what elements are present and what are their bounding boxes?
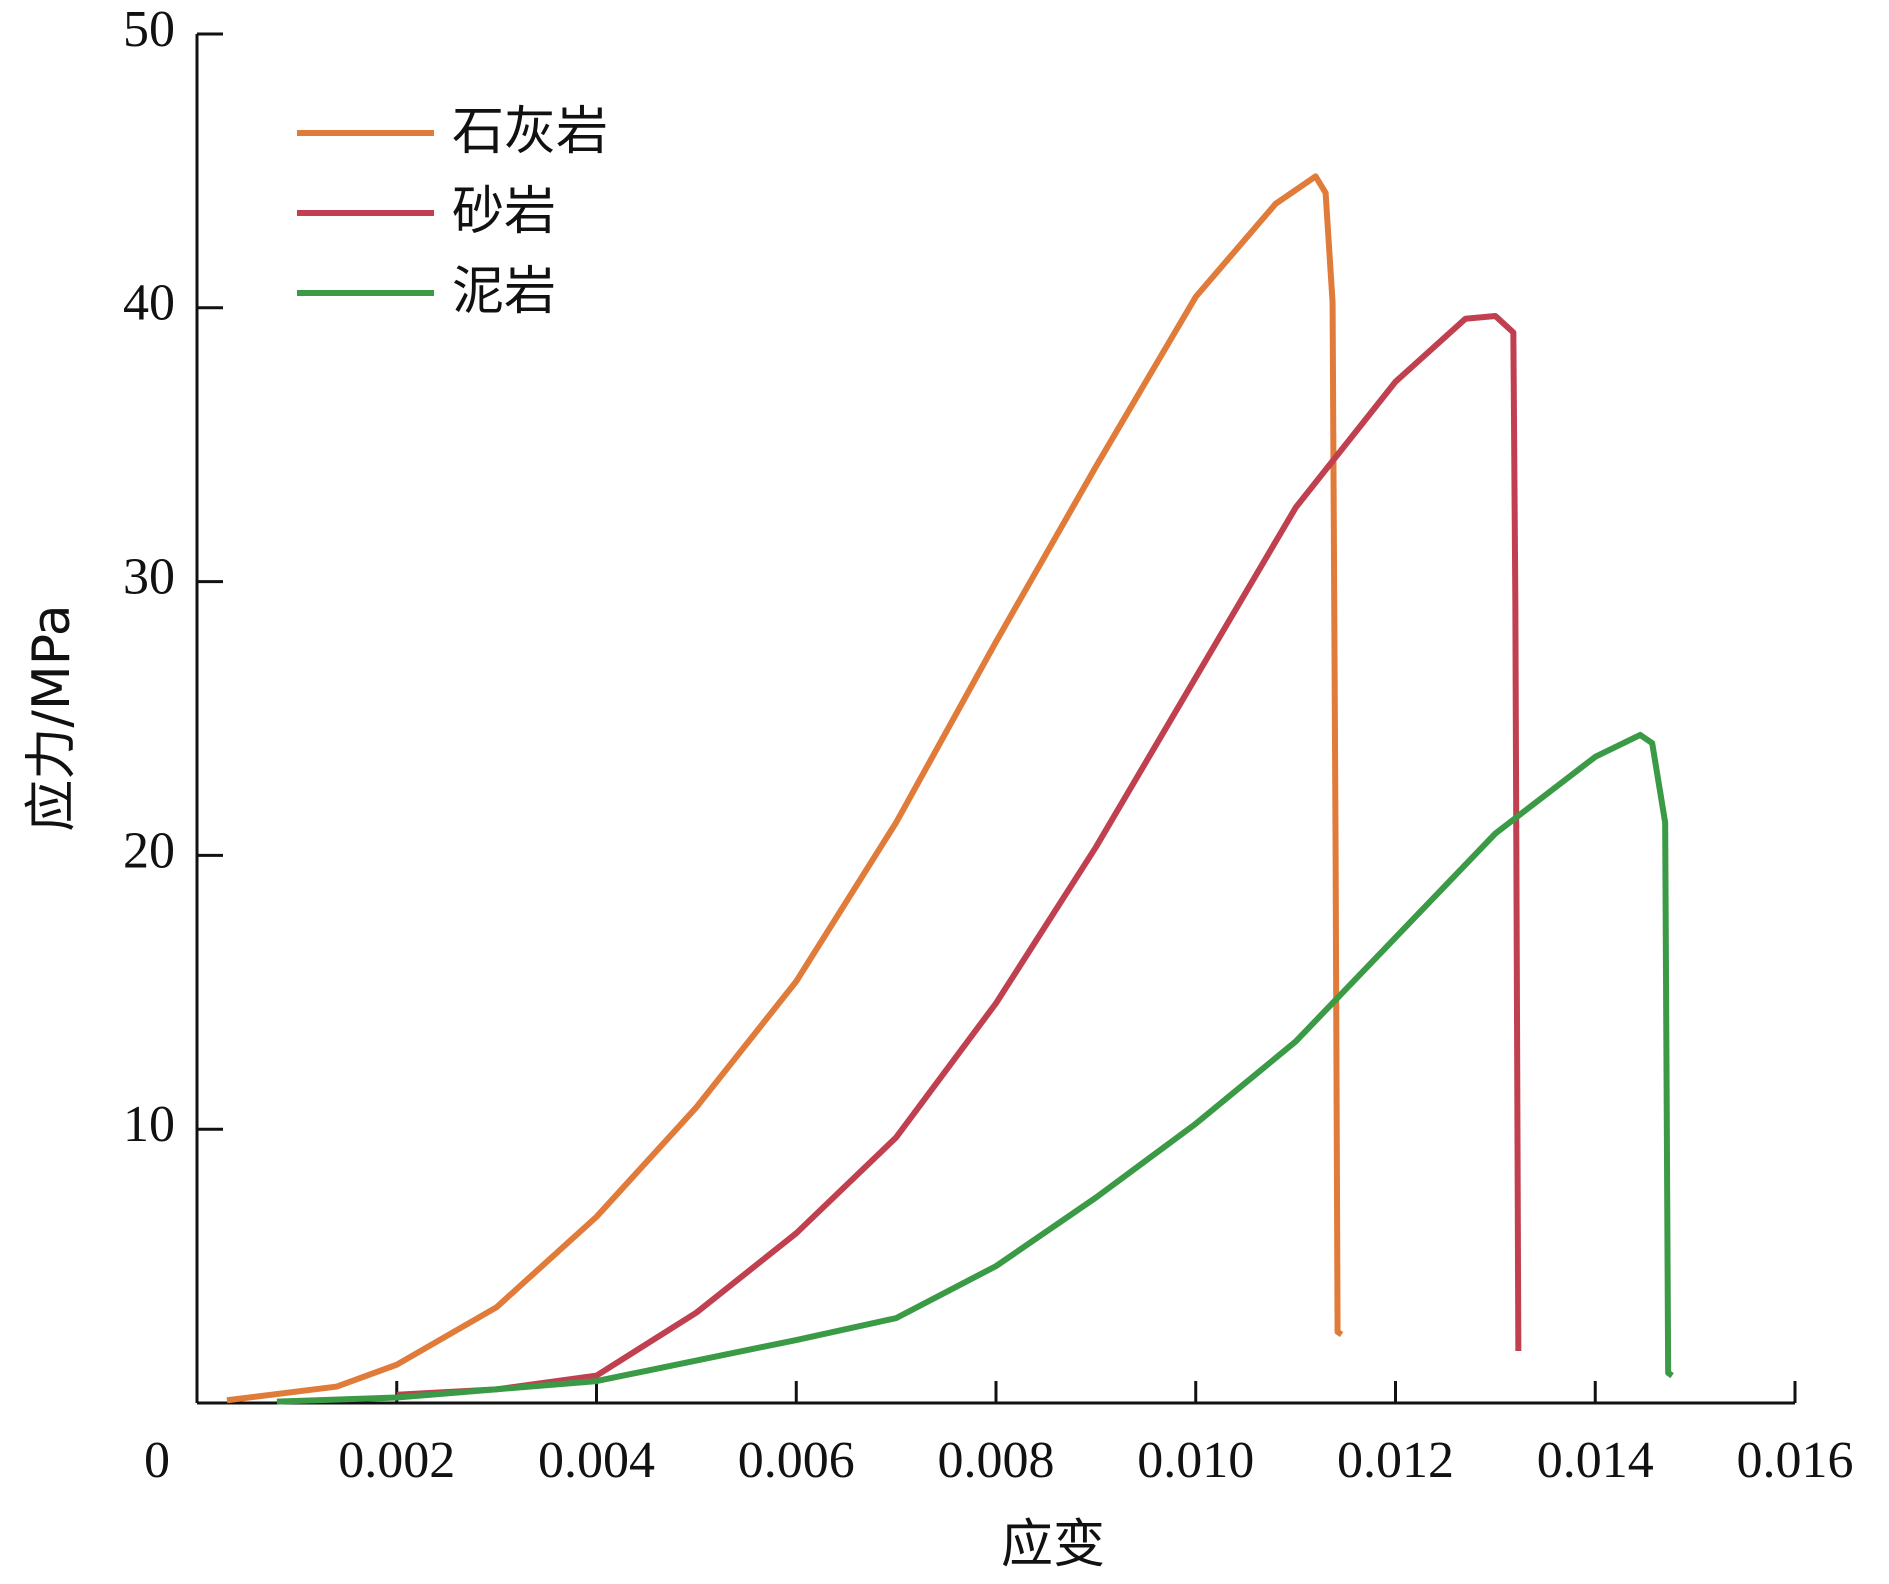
y-tick-label: 20 [123, 822, 175, 879]
data-line [226, 173, 1344, 1404]
y-tick-label: 10 [123, 1096, 175, 1153]
x-axis-label: 应变 [1001, 1515, 1105, 1575]
legend-label: 石灰岩 [452, 102, 608, 162]
x-tick-label: 0.012 [1337, 1432, 1454, 1489]
x-tick-label: 0.002 [338, 1432, 455, 1489]
x-tick-label: 0 [144, 1432, 170, 1489]
legend-label: 泥岩 [452, 262, 556, 322]
y-tick-label: 30 [123, 549, 175, 606]
legend-label: 砂岩 [452, 182, 556, 242]
x-tick-label: 0.006 [738, 1432, 855, 1489]
x-tick-label: 0.010 [1137, 1432, 1254, 1489]
x-tick-label: 0.014 [1537, 1432, 1654, 1489]
y-axis-label: 应力/MPa [22, 604, 82, 831]
x-tick-label: 0.016 [1737, 1432, 1854, 1489]
y-tick-label: 40 [123, 275, 175, 332]
x-tick-label: 0.008 [938, 1432, 1055, 1489]
data-line [396, 313, 1522, 1398]
data-line [276, 731, 1674, 1405]
y-tick-label: 50 [123, 1, 175, 58]
x-tick-label: 0.004 [538, 1432, 655, 1489]
